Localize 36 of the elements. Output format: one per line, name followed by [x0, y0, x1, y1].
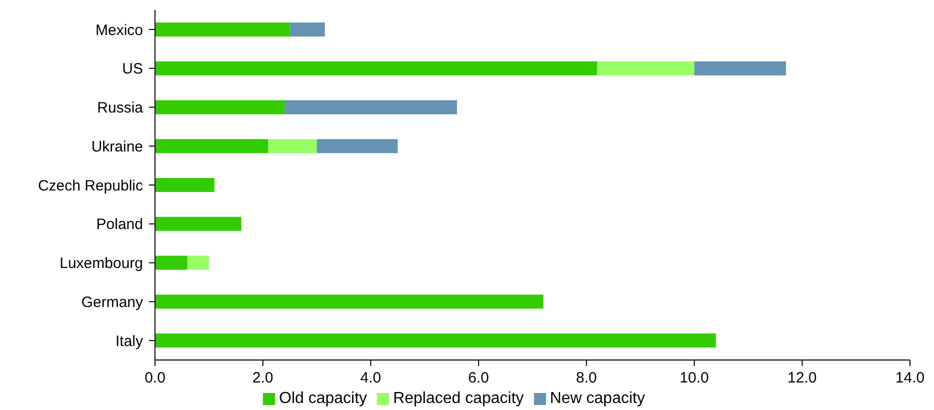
bar — [155, 139, 268, 154]
y-tick-label: Czech Republic — [38, 177, 144, 194]
y-tick-label: US — [122, 60, 143, 78]
bar — [155, 61, 598, 76]
bar — [155, 294, 544, 309]
x-tick-label: 8.0 — [576, 370, 597, 387]
y-tick-label: Poland — [96, 216, 143, 234]
legend-label: Replaced capacity — [393, 390, 524, 407]
y-tick-label: Italy — [115, 332, 144, 350]
x-tick-label: 10.0 — [680, 370, 709, 387]
x-tick-label: 6.0 — [468, 370, 489, 387]
x-tick-label: 0.0 — [144, 370, 166, 387]
bar — [284, 100, 457, 114]
x-tick-label: 2.0 — [252, 370, 274, 387]
bar — [155, 216, 242, 231]
x-tick-label: 12.0 — [788, 370, 817, 387]
y-tick-label: Russia — [97, 100, 144, 117]
bar — [316, 139, 398, 154]
legend-label: Old capacity — [279, 390, 368, 407]
y-tick-label: Germany — [81, 294, 144, 311]
bar — [187, 256, 209, 270]
bar — [155, 256, 188, 270]
x-tick-label: 4.0 — [360, 370, 382, 387]
bar — [155, 334, 716, 348]
legend-label: New capacity — [550, 390, 645, 407]
bar — [694, 61, 786, 76]
bar — [597, 61, 694, 76]
bar — [268, 139, 317, 154]
bar — [155, 100, 284, 114]
y-tick-label: Luxembourg — [60, 255, 143, 272]
x-tick-label: 14.0 — [895, 370, 925, 387]
y-tick-label: Mexico — [95, 22, 143, 39]
bar — [155, 178, 214, 192]
bar — [155, 22, 290, 36]
y-tick-label: Ukraine — [91, 138, 143, 156]
bar — [290, 22, 325, 36]
